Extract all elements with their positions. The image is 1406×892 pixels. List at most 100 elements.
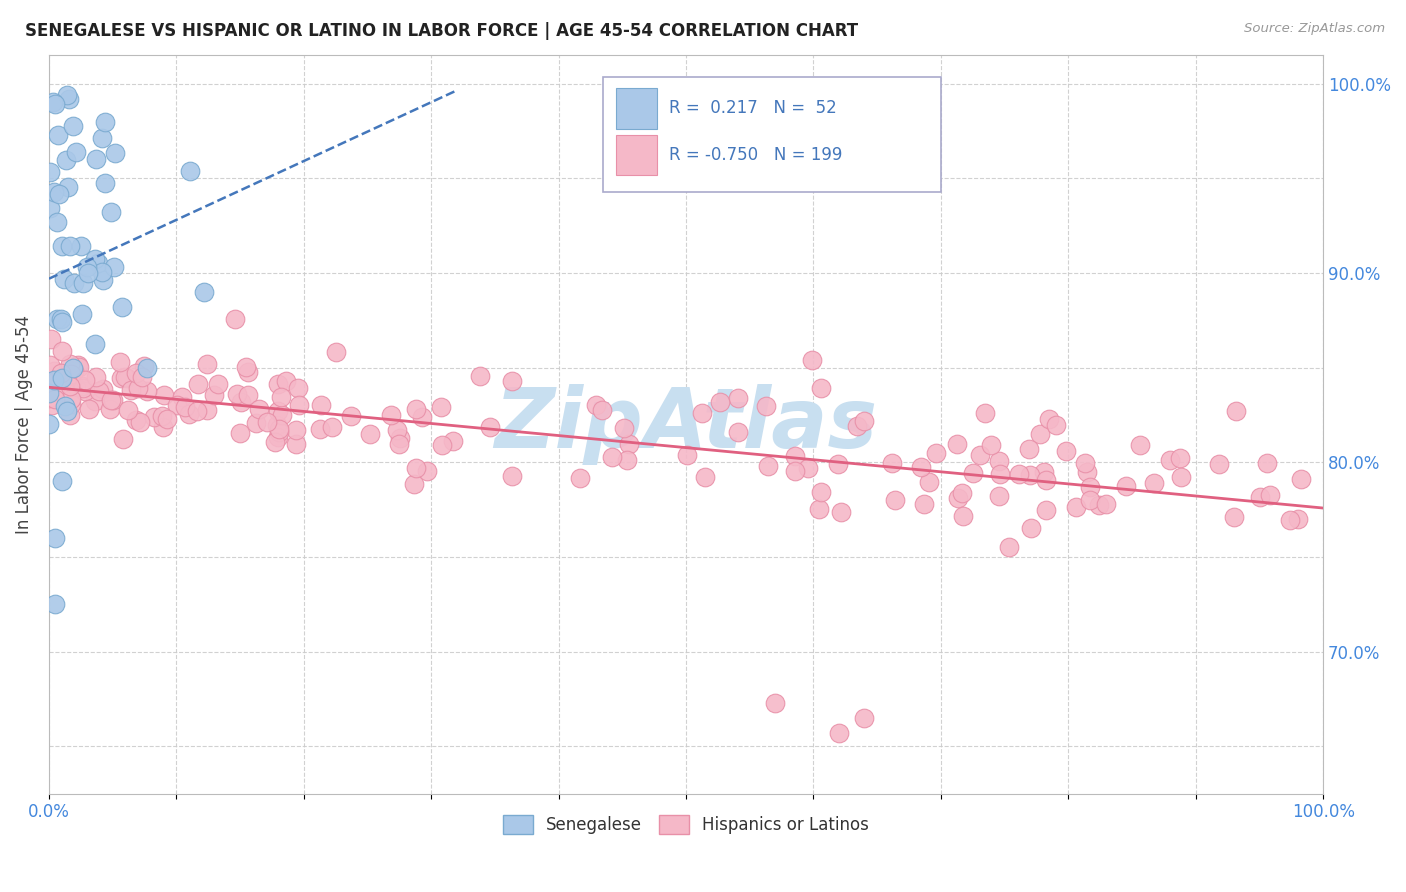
Point	[388, 437, 411, 451]
Point	[46, 312, 69, 326]
Point	[1115, 479, 1137, 493]
Point	[131, 370, 153, 384]
Point	[86, 256, 108, 270]
Point	[59, 379, 82, 393]
Point	[55, 153, 77, 168]
Point	[441, 434, 464, 449]
Point	[287, 381, 309, 395]
Point	[44, 185, 66, 199]
Point	[111, 301, 134, 315]
Point	[155, 411, 177, 425]
Point	[1076, 465, 1098, 479]
Point	[51, 474, 73, 488]
Point	[59, 392, 82, 407]
Point	[62, 364, 84, 378]
Point	[1029, 426, 1052, 441]
Point	[44, 385, 66, 400]
Point	[44, 392, 66, 406]
Point	[166, 398, 188, 412]
Point	[49, 366, 72, 380]
Point	[84, 393, 107, 408]
Point	[270, 390, 292, 404]
Point	[1080, 492, 1102, 507]
Point	[405, 461, 427, 475]
Point	[58, 92, 80, 106]
Point	[94, 115, 117, 129]
Point	[468, 368, 491, 383]
Point	[256, 415, 278, 429]
Point	[287, 399, 309, 413]
Point	[810, 381, 832, 395]
Point	[51, 344, 73, 359]
Point	[70, 238, 93, 252]
Point	[266, 417, 288, 432]
Point	[325, 345, 347, 359]
Point	[950, 485, 973, 500]
Point	[75, 373, 97, 387]
Point	[104, 145, 127, 160]
Point	[321, 420, 343, 434]
Point	[810, 485, 832, 500]
Point	[478, 420, 501, 434]
Point	[1008, 467, 1031, 481]
Point	[987, 454, 1010, 468]
Point	[830, 505, 852, 519]
Point	[1159, 453, 1181, 467]
Point	[91, 273, 114, 287]
Point	[727, 425, 749, 439]
Point	[90, 130, 112, 145]
Point	[39, 201, 62, 215]
Point	[385, 423, 408, 437]
Point	[236, 365, 259, 379]
Point	[56, 180, 79, 194]
Point	[1032, 465, 1054, 479]
Point	[853, 711, 876, 725]
Point	[1286, 512, 1309, 526]
Point	[100, 205, 122, 219]
Point	[49, 372, 72, 386]
Point	[207, 377, 229, 392]
Point	[235, 359, 257, 374]
Point	[42, 373, 65, 387]
Point	[72, 307, 94, 321]
Point	[236, 387, 259, 401]
Point	[65, 145, 87, 159]
Point	[56, 403, 79, 417]
Point	[125, 413, 148, 427]
Point	[973, 406, 995, 420]
Point	[59, 397, 82, 411]
Point	[51, 370, 73, 384]
Y-axis label: In Labor Force | Age 45-54: In Labor Force | Age 45-54	[15, 315, 32, 534]
Point	[807, 501, 830, 516]
Point	[60, 367, 83, 381]
Point	[186, 404, 208, 418]
Point	[756, 458, 779, 473]
Point	[1035, 473, 1057, 487]
Point	[195, 357, 218, 371]
Point	[997, 540, 1019, 554]
Point	[264, 435, 287, 450]
Text: R =  0.217   N =  52: R = 0.217 N = 52	[669, 99, 837, 118]
Point	[827, 458, 849, 472]
Point	[274, 375, 297, 389]
Point	[41, 332, 63, 346]
Point	[411, 409, 433, 424]
Point	[117, 371, 139, 385]
Point	[128, 415, 150, 429]
Legend: Senegalese, Hispanics or Latinos: Senegalese, Hispanics or Latinos	[496, 808, 876, 841]
Point	[93, 382, 115, 396]
Point	[134, 359, 156, 373]
Point	[72, 276, 94, 290]
Point	[676, 448, 699, 462]
Point	[284, 437, 307, 451]
Point	[709, 394, 731, 409]
Point	[309, 398, 332, 412]
Point	[41, 399, 63, 413]
Point	[846, 419, 869, 434]
Point	[72, 381, 94, 395]
Text: ZipAtlas: ZipAtlas	[495, 384, 877, 465]
Point	[969, 448, 991, 462]
Point	[76, 260, 98, 275]
Point	[585, 398, 607, 412]
Point	[1035, 503, 1057, 517]
